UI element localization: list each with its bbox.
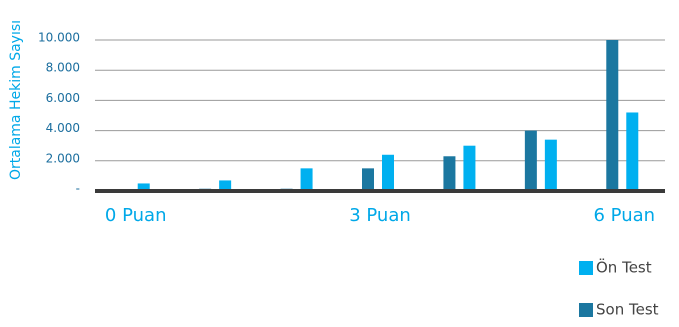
bar bbox=[463, 145, 476, 191]
bar bbox=[219, 180, 232, 191]
bar bbox=[626, 112, 639, 191]
bar bbox=[443, 156, 456, 191]
bar bbox=[544, 139, 557, 191]
legend-swatch bbox=[579, 261, 593, 275]
legend-label: Ön Test bbox=[596, 258, 652, 277]
x-tick-label: 3 Puan bbox=[349, 205, 411, 226]
x-tick-label: 0 Puan bbox=[105, 205, 167, 226]
bar bbox=[300, 168, 313, 191]
x-tick-label: 6 Puan bbox=[594, 205, 656, 226]
bar bbox=[137, 183, 150, 191]
y-axis-title: Ortalama Hekim Sayısı bbox=[8, 20, 24, 180]
y-tick-label: 2.000 bbox=[46, 151, 80, 165]
y-tick-label: - bbox=[76, 182, 80, 196]
bar bbox=[606, 40, 619, 191]
legend-label: Son Test bbox=[596, 301, 659, 319]
y-tick-label: 10.000 bbox=[38, 31, 80, 45]
bar bbox=[362, 168, 374, 191]
legend-swatch bbox=[579, 303, 593, 317]
bar bbox=[382, 154, 394, 191]
y-tick-label: 8.000 bbox=[46, 61, 80, 75]
y-tick-label: 4.000 bbox=[46, 121, 80, 135]
bar bbox=[524, 130, 537, 191]
y-tick-label: 6.000 bbox=[46, 91, 80, 105]
